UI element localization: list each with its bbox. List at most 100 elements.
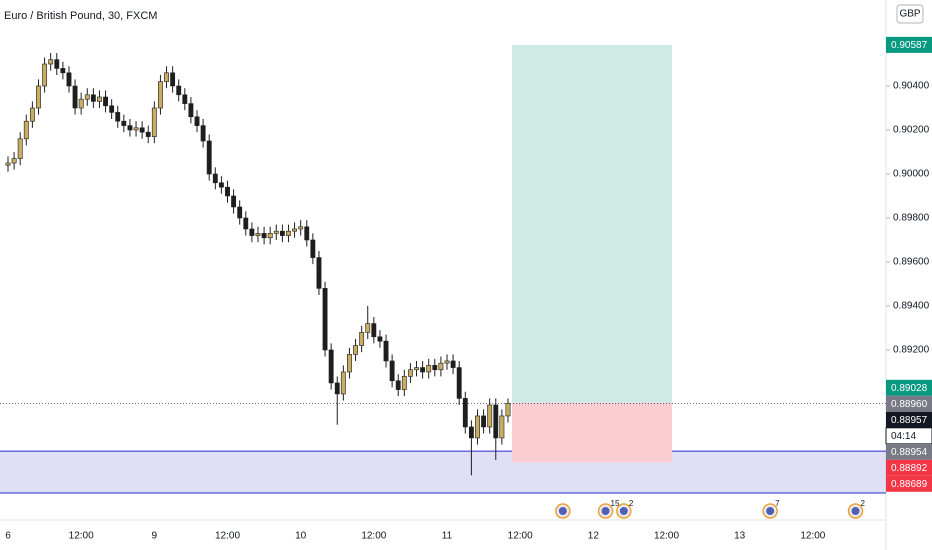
candle-body	[182, 94, 188, 104]
candle-body	[176, 85, 182, 96]
price-tag-label: 04:14	[891, 431, 916, 442]
x-tick-label: 6	[5, 531, 11, 542]
price-tag	[886, 459, 932, 476]
x-tick-label: 10	[295, 531, 307, 542]
price-tag-label: 0.90587	[891, 40, 928, 51]
x-tick-label: 12:00	[215, 531, 240, 542]
candle-body	[194, 116, 200, 126]
candle-body	[279, 230, 285, 236]
price-tag	[886, 475, 932, 492]
candle-body	[103, 96, 108, 107]
candle-body	[340, 371, 346, 395]
candle-body	[432, 365, 438, 371]
candle-body	[231, 195, 237, 208]
chart-title: Euro / British Pound, 30, FXCM	[4, 10, 157, 22]
candle-body	[121, 120, 127, 126]
event-flag	[851, 507, 860, 515]
candle-body	[212, 173, 218, 184]
x-tick-label: 12:00	[361, 531, 386, 542]
candle-body	[42, 63, 48, 87]
candle-body	[170, 72, 176, 87]
candle-body	[426, 365, 432, 373]
x-tick-label: 12:00	[800, 531, 825, 542]
currency[interactable]: GBP	[899, 9, 920, 20]
candle-body	[72, 85, 78, 109]
candle-body	[359, 332, 365, 346]
candle-body	[456, 367, 462, 399]
candle-body	[36, 85, 41, 109]
y-tick-label: 0.90200	[893, 125, 930, 136]
candle-body	[243, 217, 249, 230]
y-tick-label: 0.89800	[893, 213, 930, 224]
candle-body	[48, 59, 54, 65]
candle-body	[353, 345, 358, 355]
price-tag	[886, 411, 932, 428]
candle-body	[109, 105, 115, 113]
candle-body	[218, 182, 224, 188]
candle-body	[23, 120, 29, 140]
candle-body	[200, 125, 206, 142]
candle-body	[54, 59, 60, 69]
candle-body	[145, 131, 151, 137]
price-tag-label: 0.88960	[891, 399, 928, 410]
event-count: 7	[775, 499, 780, 508]
event-flag	[558, 507, 567, 515]
candle-body	[322, 288, 328, 351]
candle-body	[475, 415, 480, 439]
candle-body	[450, 360, 456, 368]
price-tag	[886, 36, 932, 53]
price-tag-label: 0.88689	[891, 479, 928, 490]
candle-body	[365, 323, 371, 333]
candle-body	[261, 233, 267, 239]
x-tick-label: 12:00	[654, 531, 679, 542]
candle-body	[438, 362, 444, 371]
candle-body	[334, 382, 340, 395]
candle-body	[249, 228, 255, 236]
candle-body	[444, 360, 450, 364]
candle-body	[237, 206, 243, 219]
y-tick-label: 0.89600	[893, 257, 930, 268]
y-tick-label: 0.89400	[893, 301, 930, 312]
price-tag-label: 0.88892	[891, 463, 928, 474]
candle-body	[395, 380, 401, 390]
y-tick-label: 0.89200	[893, 345, 930, 356]
candle-body	[389, 360, 395, 382]
loss-zone	[512, 402, 672, 463]
candle-body	[407, 369, 413, 377]
candle-body	[493, 404, 499, 439]
candle-body	[304, 226, 310, 241]
x-tick-label: 12:00	[508, 531, 533, 542]
candle-body	[383, 340, 389, 362]
candle-body	[316, 257, 322, 289]
candle-body	[298, 226, 304, 230]
price-tag-label: 0.88957	[891, 415, 928, 426]
candle-body	[157, 81, 163, 109]
price-tag	[886, 395, 932, 412]
candle-body	[377, 336, 383, 342]
price-tag	[886, 443, 932, 460]
candle-body	[97, 96, 102, 102]
event-count: 15	[611, 499, 620, 508]
candle-body	[255, 233, 261, 236]
price-tag-label: 0.88954	[891, 447, 928, 458]
candle-body	[414, 367, 419, 371]
candle-body	[481, 415, 487, 428]
candle-body	[11, 158, 17, 164]
candle-body	[468, 426, 474, 439]
candle-body	[133, 127, 139, 131]
candle-body	[267, 233, 273, 239]
event-count: 2	[629, 499, 634, 508]
event-count: 2	[861, 499, 866, 508]
candle-body	[164, 72, 169, 82]
candle-body	[151, 107, 157, 137]
candle-body	[127, 125, 133, 131]
event-flag	[766, 507, 775, 515]
candle-body	[310, 239, 316, 258]
x-tick-label: 11	[442, 531, 453, 542]
candle-body	[139, 127, 145, 133]
price-tag	[886, 379, 932, 396]
candle-body	[60, 68, 66, 74]
currency-button[interactable]	[896, 4, 924, 24]
candle-body	[347, 354, 352, 373]
candle-body	[66, 72, 72, 87]
